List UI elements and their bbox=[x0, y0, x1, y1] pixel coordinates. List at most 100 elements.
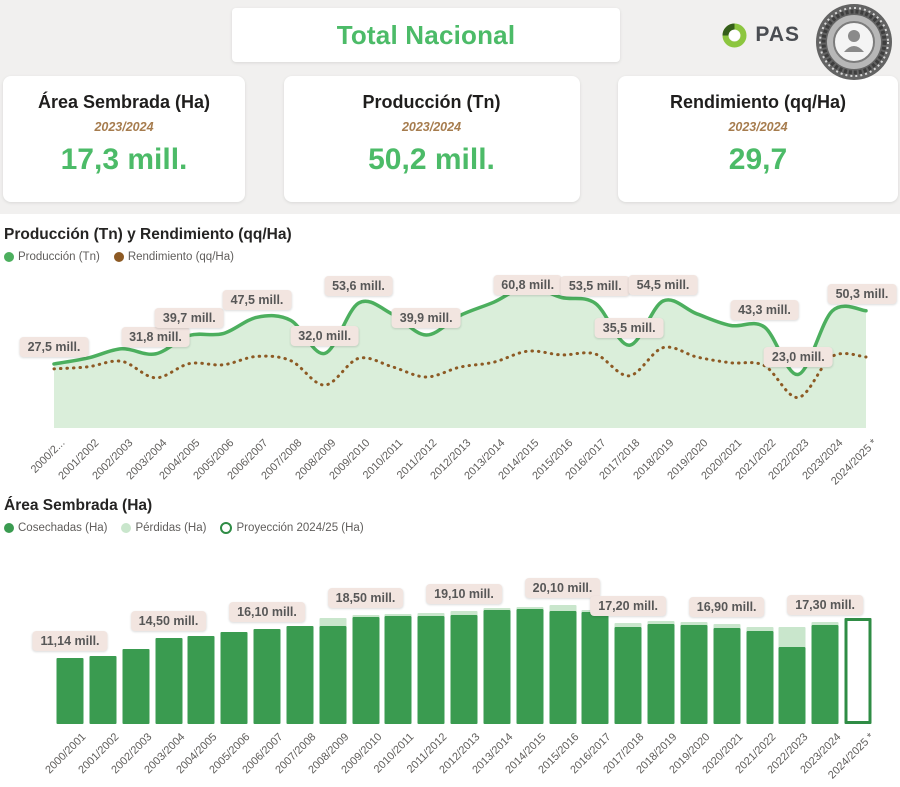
bar-segment-cosechadas[interactable] bbox=[220, 632, 248, 724]
yield-dotted-line[interactable] bbox=[52, 345, 868, 399]
legend-label: Producción (Tn) bbox=[18, 251, 100, 263]
data-label: 19,10 mill. bbox=[426, 584, 502, 605]
kpi-card-rendimiento: Rendimiento (qq/Ha) 2023/2024 29,7 bbox=[618, 76, 898, 202]
bar-segment-cosechadas[interactable] bbox=[89, 655, 117, 724]
bar-segment-perdidas[interactable] bbox=[713, 624, 741, 628]
bar-segment-cosechadas[interactable] bbox=[352, 617, 379, 724]
bar-2011-2012[interactable] bbox=[417, 613, 445, 724]
bar-segment-perdidas[interactable] bbox=[680, 621, 708, 625]
bar-2022-2023[interactable] bbox=[778, 627, 806, 724]
bar-segment-cosechadas[interactable] bbox=[713, 627, 741, 724]
kpi-title: Rendimiento (qq/Ha) bbox=[670, 92, 846, 112]
bar-2009-2010[interactable] bbox=[352, 614, 379, 724]
legend-item-proyecci-n-2024-25-ha[interactable]: Proyección 2024/25 (Ha) bbox=[220, 522, 364, 534]
production-yield-chart[interactable]: 27,5 mill. 31,8 mill. 39,7 mill. 47,5 mill.… bbox=[4, 273, 900, 487]
data-label: 35,5 mill. bbox=[594, 318, 664, 339]
area-sembrada-chart[interactable]: 11,14 mill. 14,50 mill. 16,10 mill. 18,50 m… bbox=[4, 560, 900, 781]
bar-segment-cosechadas[interactable] bbox=[384, 616, 412, 724]
data-label: 60,8 mill. bbox=[493, 275, 563, 295]
legend-item-p-rdidas-ha[interactable]: Pérdidas (Ha) bbox=[121, 522, 206, 534]
bar-segment-cosechadas[interactable] bbox=[417, 616, 445, 724]
data-label: 11,14 mill. bbox=[32, 631, 108, 652]
kpi-value: 50,2 mill. bbox=[368, 143, 495, 176]
bar-segment-perdidas[interactable] bbox=[450, 611, 478, 616]
data-label: 53,5 mill. bbox=[560, 276, 630, 297]
legend-item-rendimiento-qq-ha[interactable]: Rendimiento (qq/Ha) bbox=[113, 251, 234, 263]
bar-2023-2024[interactable] bbox=[811, 621, 839, 724]
bar-segment-cosechadas[interactable] bbox=[450, 615, 478, 724]
bar-2013-2014[interactable] bbox=[483, 607, 511, 724]
kpi-card-area-sembrada: Área Sembrada (Ha) 2023/2024 17,3 mill. bbox=[3, 76, 245, 202]
bar-2002-2003[interactable] bbox=[122, 648, 150, 724]
data-label: 18,50 mill. bbox=[327, 587, 404, 608]
bar-2010-2011[interactable] bbox=[384, 613, 412, 724]
bar-segment-perdidas[interactable] bbox=[746, 626, 773, 631]
kpi-season: 2023/2024 bbox=[728, 120, 788, 134]
bar-segment-cosechadas[interactable] bbox=[155, 638, 182, 724]
bar-segment-cosechadas[interactable] bbox=[811, 624, 839, 724]
bar-segment-perdidas[interactable] bbox=[384, 613, 412, 617]
pas-logo: PAS bbox=[721, 22, 800, 49]
bar-segment-cosechadas[interactable] bbox=[647, 624, 675, 724]
bar-segment-cosechadas[interactable] bbox=[56, 658, 84, 724]
bar-2018-2019[interactable] bbox=[647, 621, 675, 724]
bar-segment-cosechadas[interactable] bbox=[286, 626, 314, 724]
data-label: 23,0 mill. bbox=[763, 347, 833, 368]
bar-segment-perdidas[interactable] bbox=[319, 617, 347, 627]
bar-segment-perdidas[interactable] bbox=[549, 605, 576, 612]
logos: PAS bbox=[721, 0, 894, 80]
kpi-title: Área Sembrada (Ha) bbox=[37, 92, 211, 112]
bar-segment-perdidas[interactable] bbox=[352, 614, 379, 618]
legend-label: Rendimiento (qq/Ha) bbox=[127, 251, 234, 263]
data-label: 14,50 mill. bbox=[130, 611, 207, 632]
bar-2004-2005[interactable] bbox=[187, 636, 215, 724]
legend-swatch-icon bbox=[121, 523, 132, 533]
bar-segment-cosechadas[interactable] bbox=[187, 636, 215, 724]
data-label: 39,9 mill. bbox=[391, 308, 461, 329]
bar-segment-perdidas[interactable] bbox=[417, 613, 445, 617]
bar-segment-perdidas[interactable] bbox=[647, 621, 675, 625]
bar-2006-2007[interactable] bbox=[253, 629, 281, 724]
bar-segment-cosechadas[interactable] bbox=[483, 609, 511, 724]
legend-swatch-icon bbox=[113, 252, 124, 262]
bar-2005-2006[interactable] bbox=[220, 632, 248, 724]
legend-label: Cosechadas (Ha) bbox=[18, 522, 108, 534]
data-label: 54,5 mill. bbox=[628, 275, 698, 295]
bar-2017-2018[interactable] bbox=[614, 622, 642, 724]
legend-item-cosechadas-ha[interactable]: Cosechadas (Ha) bbox=[4, 522, 107, 534]
bar-segment-perdidas[interactable] bbox=[811, 621, 839, 625]
legend-item-producci-n-tn[interactable]: Producción (Tn) bbox=[4, 251, 100, 263]
bar-2024-2025[interactable] bbox=[844, 617, 872, 724]
bar-segment-perdidas[interactable] bbox=[614, 622, 642, 628]
bar-segment-perdidas[interactable] bbox=[483, 607, 511, 610]
bar-2021-2022[interactable] bbox=[746, 626, 773, 724]
bar-segment-cosechadas[interactable] bbox=[253, 629, 281, 724]
bar-2007-2008[interactable] bbox=[286, 626, 314, 724]
bar-2012-2013[interactable] bbox=[450, 611, 478, 724]
bar-segment-cosechadas[interactable] bbox=[746, 630, 773, 724]
bar-segment-perdidas[interactable] bbox=[516, 607, 544, 609]
legend-label: Pérdidas (Ha) bbox=[135, 522, 207, 534]
bar-2015-2016[interactable] bbox=[549, 605, 576, 724]
bar-segment-cosechadas[interactable] bbox=[778, 647, 806, 724]
bar-segment-perdidas[interactable] bbox=[778, 627, 806, 648]
bar-2003-2004[interactable] bbox=[155, 638, 182, 724]
bar-2016-2017[interactable] bbox=[581, 610, 609, 724]
bar-2019-2020[interactable] bbox=[680, 621, 708, 724]
bar-segment-cosechadas[interactable] bbox=[549, 611, 576, 724]
bar-segment-cosechadas[interactable] bbox=[614, 627, 642, 724]
title-card: Total Nacional bbox=[232, 8, 620, 62]
bar-segment-cosechadas[interactable] bbox=[581, 612, 609, 724]
bar-2014-2015[interactable] bbox=[516, 607, 544, 724]
bar-segment-cosechadas[interactable] bbox=[516, 608, 544, 724]
bar-segment-cosechadas[interactable] bbox=[122, 648, 150, 724]
kpi-title: Producción (Tn) bbox=[362, 92, 501, 112]
bar-segment-cosechadas[interactable] bbox=[680, 624, 708, 724]
bar-2000-2001[interactable] bbox=[56, 658, 84, 724]
bar-segment-cosechadas[interactable] bbox=[319, 626, 347, 724]
bar-2008-2009[interactable] bbox=[319, 617, 347, 724]
pas-label: PAS bbox=[755, 23, 800, 46]
bar-2020-2021[interactable] bbox=[713, 624, 741, 724]
bar-2001-2002[interactable] bbox=[89, 655, 117, 724]
legend-swatch-icon bbox=[4, 523, 14, 533]
